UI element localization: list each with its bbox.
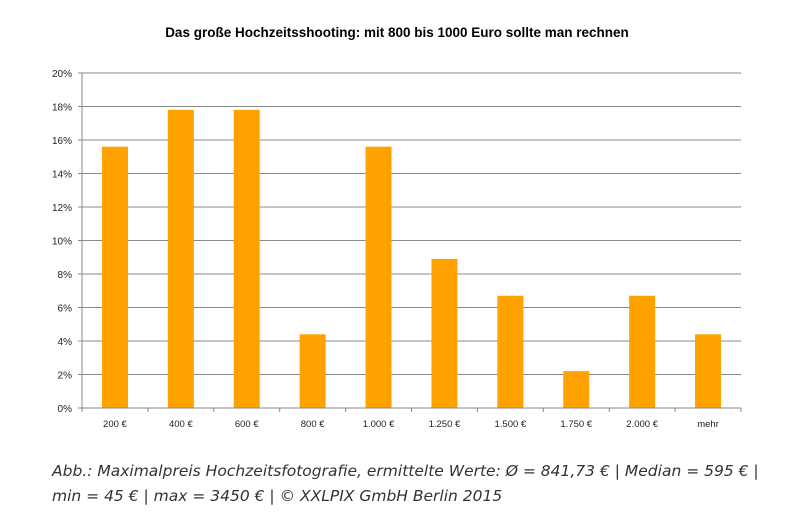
bar [101,146,128,408]
x-tick-label: 1.000 € [363,419,395,430]
y-axis-tick-labels: 0% 2% 4% 6% 8% 10% 12% 14% 16% 18% 20% [52,69,82,415]
x-tick-label: mehr [697,419,719,430]
y-tick-label: 14% [52,170,72,181]
y-tick-label: 4% [58,337,73,348]
x-tick-label: 200 € [103,419,127,430]
x-tick-label: 600 € [235,419,259,430]
y-tick-label: 16% [52,136,72,147]
y-tick-label: 8% [58,270,73,281]
y-tick-label: 2% [58,371,73,382]
y-tick-label: 10% [52,237,72,248]
y-tick-label: 20% [52,69,72,80]
bar [695,334,722,408]
x-tick-label: 1.500 € [494,419,526,430]
caption-line-2: min = 45 € | max = 3450 € | © XXLPIX Gmb… [52,487,503,505]
y-tick-label: 18% [52,103,72,114]
caption-line-1: Abb.: Maximalpreis Hochzeitsfotografie, … [52,462,759,480]
x-tick-label: 2.000 € [626,419,658,430]
bar [167,109,194,408]
y-tick-label: 0% [58,404,73,415]
x-tick-label: 400 € [169,419,193,430]
y-tick-label: 6% [58,304,73,315]
bars [101,109,722,408]
x-tick-label: 1.250 € [429,419,461,430]
figure-caption: Abb.: Maximalpreis Hochzeitsfotografie, … [52,459,792,509]
bar [497,295,524,408]
bar [233,109,260,408]
x-axis-tick-labels: 200 € 400 € 600 € 800 € 1.000 € 1.250 € 1.500 … [81,408,742,430]
bar [563,371,590,408]
bar [299,334,326,408]
chart-title: Das große Hochzeitsshooting: mit 800 bis… [165,25,629,40]
x-tick-label: 800 € [301,419,325,430]
x-tick-label: 1.750 € [560,419,592,430]
bar [365,146,392,408]
bar [431,258,458,408]
y-tick-label: 12% [52,203,72,214]
bar [629,295,656,408]
